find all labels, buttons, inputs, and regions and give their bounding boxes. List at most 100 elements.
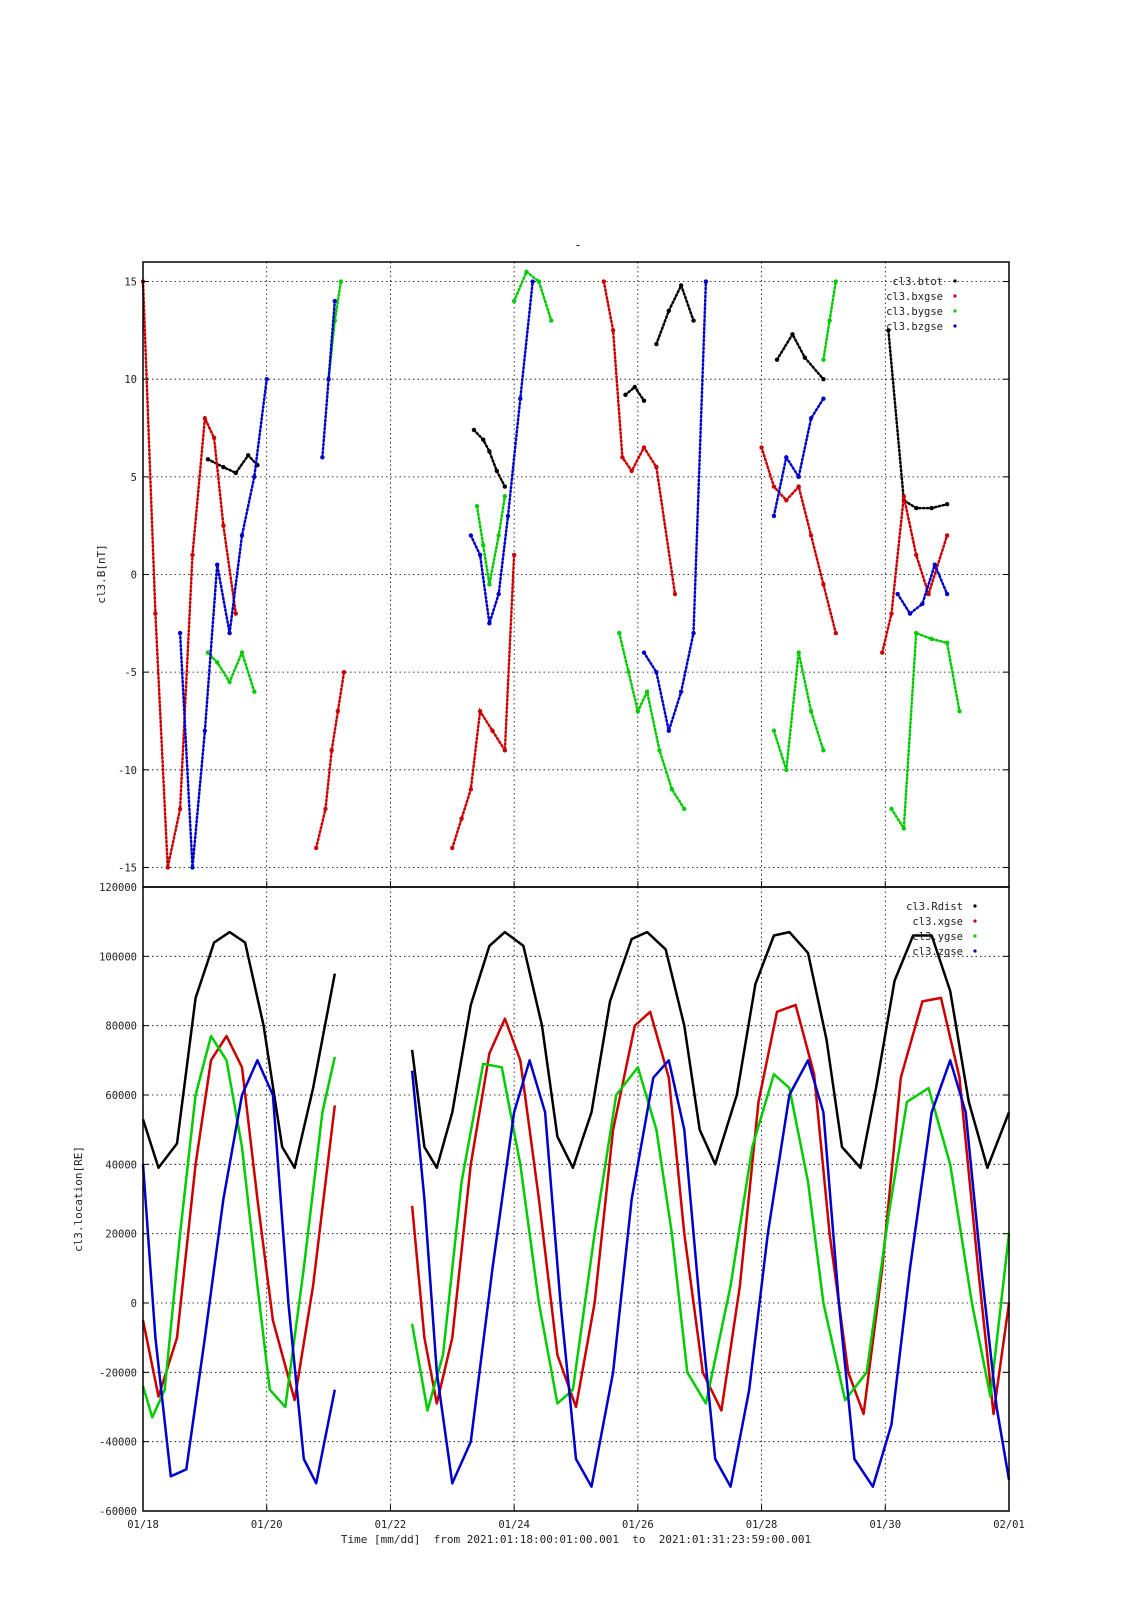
data-point [678, 283, 684, 288]
data-point [901, 494, 907, 499]
legend-marker [973, 934, 977, 938]
data-point [233, 470, 238, 476]
data-point [202, 728, 208, 733]
data-point [620, 455, 625, 460]
chart-title: - [574, 238, 581, 252]
y-tick-label: 120000 [99, 882, 137, 894]
series-trace [314, 670, 346, 850]
data-point [833, 630, 838, 636]
data-point [477, 709, 483, 714]
bottom-y-axis-label: cl3.location[RE] [72, 1146, 85, 1252]
data-point [205, 457, 211, 462]
series-trace [451, 553, 516, 850]
data-point [796, 474, 801, 480]
data-point [669, 787, 675, 792]
data-point [654, 669, 659, 675]
data-point [654, 341, 659, 347]
series-trace [775, 331, 825, 381]
data-point [623, 392, 628, 398]
data-point [821, 357, 826, 362]
data-point [536, 279, 542, 284]
series-cl3-btot [205, 282, 950, 511]
y-tick-label: 0 [131, 570, 137, 582]
series-trace [469, 280, 534, 624]
data-point [601, 279, 607, 284]
y-tick-label: -40000 [99, 1437, 137, 1449]
data-point [821, 396, 826, 401]
magnetic-field-panel: -15 -10 -5 0 5 10 15 cl3.btot cl3.bxgse cl3.bygs… [95, 261, 1010, 888]
legend-label: cl3.bzgse [886, 321, 943, 333]
data-point [944, 591, 950, 597]
data-point [505, 513, 511, 519]
y-tick-label: 15 [124, 277, 137, 289]
data-point [490, 728, 495, 733]
data-point [252, 689, 257, 694]
data-point [827, 318, 832, 323]
data-point [808, 709, 814, 714]
data-point [641, 445, 647, 450]
series-cl3-ygse [141, 1034, 1011, 1419]
top-y-tick-labels: -15 -10 -5 0 5 10 15 [118, 277, 1009, 874]
x-tick-label: 01/28 [746, 1519, 778, 1531]
series-cl3-bxgse [140, 279, 950, 870]
data-point [914, 505, 919, 511]
series-line [410, 996, 1011, 1416]
data-point [518, 396, 523, 401]
data-point [239, 650, 245, 655]
legend-marker [973, 949, 977, 953]
data-point [635, 709, 641, 714]
data-point [796, 484, 801, 489]
data-point [530, 279, 535, 284]
series-line [141, 930, 337, 1170]
data-point [914, 552, 919, 558]
data-point [790, 332, 795, 337]
y-tick-label: -20000 [99, 1367, 137, 1379]
data-point [920, 601, 925, 606]
legend-label: cl3.xgse [912, 916, 963, 928]
x-axis-label: Time [mm/dd] from 2021:01:18:00:01:00.00… [341, 1533, 811, 1546]
data-point [211, 435, 217, 440]
series-trace [772, 652, 825, 771]
y-tick-label: 40000 [105, 1159, 137, 1171]
bottom-data-marks [141, 930, 1011, 1488]
bottom-grid [143, 887, 1009, 1511]
data-point [245, 453, 251, 458]
legend-label: cl3.ygse [912, 931, 963, 943]
data-point [502, 484, 508, 489]
data-point [914, 630, 919, 636]
x-tick-label: 01/24 [498, 1519, 530, 1531]
legend-marker [953, 309, 957, 313]
data-point [496, 533, 501, 538]
data-point [320, 455, 325, 460]
legend-label: cl3.btot [892, 276, 943, 288]
location-panel: -60000 -40000 -20000 0 20000 40000 60000 80000 1… [72, 881, 1025, 1546]
data-point [808, 533, 814, 538]
y-tick-label: 10 [124, 374, 137, 386]
x-tick-labels: 01/18 01/20 01/22 01/24 01/26 01/28 01/30 02/01 [127, 881, 1025, 1531]
data-point [332, 298, 337, 304]
x-tick-label: 01/26 [622, 1519, 654, 1531]
data-point [494, 468, 500, 474]
data-point [632, 384, 637, 390]
data-point [926, 591, 931, 597]
series-cl3-bzgse [177, 279, 950, 870]
data-point [177, 806, 183, 812]
data-point [784, 767, 789, 773]
data-point [759, 445, 764, 450]
data-point [784, 498, 789, 503]
legend-label: cl3.bygse [886, 306, 943, 318]
series-trace [618, 631, 686, 811]
data-point [215, 660, 220, 665]
data-point [524, 269, 529, 274]
data-point [227, 630, 232, 636]
data-point [879, 650, 885, 655]
data-point [239, 533, 245, 538]
bottom-legend: cl3.Rdist cl3.xgse cl3.ygse cl3.zgse [906, 901, 977, 958]
data-point [314, 845, 319, 851]
data-point [227, 679, 232, 685]
series-trace [178, 377, 268, 868]
series-line [410, 930, 1011, 1170]
data-point [202, 416, 208, 421]
data-point [929, 505, 934, 511]
